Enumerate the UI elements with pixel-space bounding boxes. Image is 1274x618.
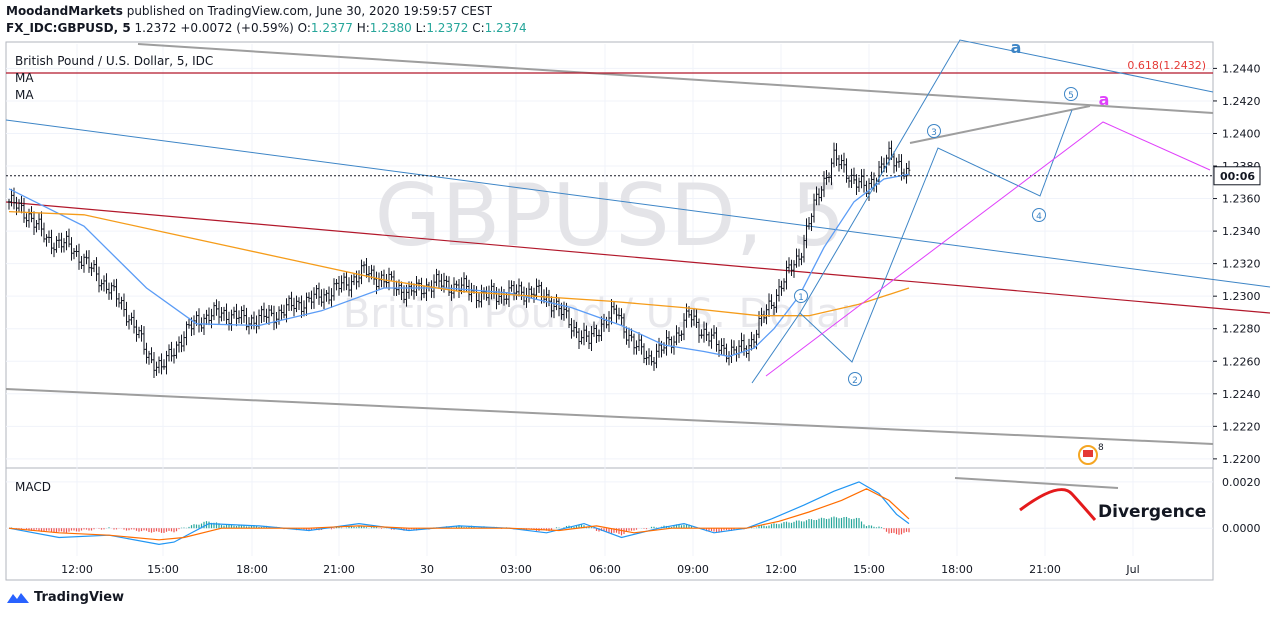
publish-info: MoodandMarkets published on TradingView.… — [6, 4, 492, 18]
chart-frame — [5, 41, 1214, 581]
ma-legend-2: MA — [15, 88, 34, 102]
high-value: 1.2380 — [369, 21, 412, 35]
time-tick-label: 12:00 — [61, 563, 93, 576]
time-tick-label: 09:00 — [677, 563, 709, 576]
high-label: H: — [356, 21, 370, 35]
wave-number-1: 1 — [798, 293, 804, 303]
time-tick-label: Jul — [1125, 563, 1139, 576]
wave-a-label-magenta: a — [1099, 90, 1110, 109]
publish-date: published on TradingView.com, June 30, 2… — [122, 4, 492, 18]
time-tick-label: 06:00 — [589, 563, 621, 576]
wave-a-channel — [799, 39, 1214, 314]
wave-marker-2 — [848, 372, 862, 386]
magenta-projection-path — [765, 121, 1211, 377]
price-tick-label: 1.2360 — [1222, 193, 1261, 206]
close-label: C: — [472, 21, 485, 35]
macd-line — [8, 481, 910, 546]
watermark-name: British Pound / U.S. Dollar — [343, 291, 858, 337]
wave-count-path — [751, 109, 1073, 384]
price-tick-label: 1.2340 — [1222, 225, 1261, 238]
publisher-name[interactable]: MoodandMarkets — [6, 4, 123, 18]
price-tick-label: 1.2300 — [1222, 290, 1261, 303]
price-tag-box — [1213, 166, 1261, 186]
time-tick-label: 15:00 — [853, 563, 885, 576]
instrument-legend: British Pound / U.S. Dollar, 5, IDC — [15, 54, 213, 68]
wave-marker-3 — [927, 124, 941, 138]
price-tick-label: 1.2220 — [1222, 420, 1261, 433]
wave-number-2: 2 — [852, 376, 858, 386]
time-tick-label: 15:00 — [147, 563, 179, 576]
time-tick-label: 03:00 — [500, 563, 532, 576]
footer-brand: TradingView — [34, 590, 125, 605]
low-label: L: — [415, 21, 427, 35]
wave-marker-5 — [1064, 87, 1078, 101]
time-tick-label: 18:00 — [236, 563, 268, 576]
price-tick-label: 1.2240 — [1222, 388, 1261, 401]
wave-number-4: 4 — [1036, 212, 1042, 222]
event-count: 8 — [1098, 443, 1104, 453]
tradingview-logo-icon — [7, 592, 29, 603]
time-tick-label: 21:00 — [1029, 563, 1061, 576]
wave-number-5: 5 — [1068, 91, 1074, 101]
wave-number-3: 3 — [931, 128, 937, 138]
open-label: O: — [297, 21, 311, 35]
price-tick-label: 1.2420 — [1222, 95, 1261, 108]
open-value: 1.2377 — [310, 21, 353, 35]
fib-level-label: 0.618(1.2432) — [1127, 59, 1206, 72]
watermark-symbol: GBPUSD, 5 — [375, 166, 846, 266]
ma-slow-line — [8, 210, 910, 317]
price-tick-label: 1.2200 — [1222, 453, 1261, 466]
upper-channel-line — [137, 43, 1214, 114]
macd-divergence-line — [954, 477, 1119, 489]
price-tick-label: 1.2440 — [1222, 62, 1261, 75]
time-tick-label: 18:00 — [941, 563, 973, 576]
macd-legend: MACD — [15, 480, 51, 494]
ohlc-summary: FX_IDC:GBPUSD, 5 1.2372 +0.0072 (+0.59%)… — [6, 21, 527, 35]
time-tick-label: 12:00 — [765, 563, 797, 576]
price-tag: 00:06 — [1220, 170, 1255, 183]
ma-legend-1: MA — [15, 71, 34, 85]
short-resistance-line — [909, 105, 1091, 144]
tradingview-footer[interactable]: TradingView — [6, 590, 124, 605]
price-tick-label: 1.2400 — [1222, 127, 1261, 140]
macd-tick-label: 0.0020 — [1222, 476, 1261, 489]
ma-fast-line — [8, 173, 910, 358]
time-tick-label: 21:00 — [323, 563, 355, 576]
macd-signal-line — [8, 488, 910, 541]
price-tick-label: 1.2260 — [1222, 355, 1261, 368]
wave-a-label-blue: a — [1011, 38, 1022, 57]
price-change: +0.0072 (+0.59%) — [180, 21, 294, 35]
time-tick-label: 30 — [420, 563, 434, 576]
symbol-label: FX_IDC:GBPUSD, 5 — [6, 21, 131, 35]
divergence-curve — [1019, 488, 1097, 521]
price-tick-label: 1.2280 — [1222, 323, 1261, 336]
wave-marker-4 — [1032, 208, 1046, 222]
low-value: 1.2372 — [426, 21, 469, 35]
divergence-label: Divergence — [1098, 502, 1206, 522]
last-price: 1.2372 — [134, 21, 177, 35]
lower-channel-line — [5, 388, 1214, 445]
blue-trend-line-1 — [5, 119, 1271, 288]
close-value: 1.2374 — [484, 21, 527, 35]
wave-marker-1 — [794, 289, 808, 303]
flag-icon — [1083, 450, 1093, 457]
price-tick-label: 1.2320 — [1222, 258, 1261, 271]
red-trend-line — [5, 201, 1271, 314]
macd-tick-label: 0.0000 — [1222, 522, 1261, 535]
